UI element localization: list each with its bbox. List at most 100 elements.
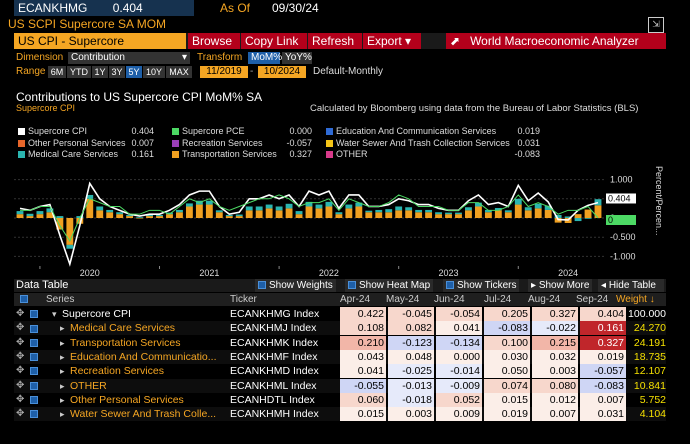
row-checkbox[interactable] — [30, 350, 42, 364]
row-checkbox[interactable] — [30, 379, 42, 393]
drag-handle-icon[interactable]: ✥ — [16, 336, 25, 348]
value-cell[interactable]: 0.100 — [484, 335, 530, 350]
value-cell[interactable]: 0.060 — [340, 392, 386, 407]
hide-table-button[interactable]: ◂ Hide Table — [598, 279, 664, 292]
value-cell[interactable]: -0.057 — [580, 364, 626, 379]
drag-handle-icon[interactable]: ✥ — [16, 365, 25, 377]
value-cell[interactable]: 0.210 — [340, 335, 386, 350]
col-ticker[interactable]: Ticker — [230, 294, 257, 305]
col-weight[interactable]: Weight ↓ — [616, 293, 655, 306]
value-cell[interactable]: 0.074 — [484, 378, 530, 393]
series-name[interactable]: Water Sewer And Trash Colle... — [70, 408, 217, 421]
range-ytd[interactable]: YTD — [67, 66, 91, 78]
row-checkbox[interactable] — [30, 393, 42, 407]
col-jul-24[interactable]: Jul-24 — [484, 294, 512, 305]
legend-item[interactable]: Other Personal Services — [18, 138, 126, 149]
value-cell[interactable]: -0.009 — [436, 378, 482, 393]
legend-item[interactable]: Education And Communication Services — [326, 126, 496, 137]
value-cell[interactable]: -0.022 — [532, 321, 578, 336]
range-3y[interactable]: 3Y — [109, 66, 125, 78]
toolbar-title[interactable]: US CPI - Supercore — [14, 33, 186, 49]
expand-icon[interactable]: ▸ — [60, 366, 65, 377]
value-cell[interactable]: 0.012 — [532, 392, 578, 407]
expand-icon[interactable]: ▸ — [60, 380, 65, 391]
table-row[interactable]: ✥ ▸ Medical Care Services ECANKHMJ Index 0.1… — [14, 321, 666, 336]
col-aug-24[interactable]: Aug-24 — [528, 294, 561, 305]
value-cell[interactable]: 0.015 — [484, 392, 530, 407]
series-name[interactable]: OTHER — [70, 379, 107, 392]
contributions-chart[interactable]: 1.0000.5000-0.500-1.00020202021202220232… — [14, 166, 666, 282]
value-cell[interactable]: 0.327 — [580, 335, 626, 350]
series-name[interactable]: Recreation Services — [70, 365, 164, 378]
row-checkbox[interactable] — [30, 364, 42, 378]
col-series[interactable]: Series — [46, 294, 75, 305]
series-name[interactable]: Medical Care Services — [70, 322, 176, 335]
series-name[interactable]: Other Personal Services — [70, 393, 184, 406]
expand-icon[interactable]: ▸ — [60, 323, 65, 334]
value-cell[interactable]: 0.082 — [388, 321, 434, 336]
legend-item[interactable]: Recreation Services — [172, 138, 263, 149]
value-cell[interactable]: 0.031 — [580, 407, 626, 422]
series-name[interactable]: Transportation Services — [70, 336, 181, 349]
value-cell[interactable]: 0.015 — [340, 407, 386, 422]
value-cell[interactable]: -0.083 — [580, 378, 626, 393]
value-cell[interactable]: 0.019 — [580, 349, 626, 364]
legend-item[interactable]: Transportation Services — [172, 149, 277, 160]
value-cell[interactable]: 0.050 — [484, 364, 530, 379]
range-10y[interactable]: 10Y — [143, 66, 165, 78]
value-cell[interactable]: 0.043 — [340, 349, 386, 364]
value-cell[interactable]: 0.032 — [532, 349, 578, 364]
value-cell[interactable]: 0.007 — [532, 407, 578, 422]
show-heat-map-toggle[interactable]: Show Heat Map — [345, 279, 434, 292]
legend-item[interactable]: Water Sewer And Trash Collection Service… — [326, 138, 510, 149]
show-tickers-toggle[interactable]: Show Tickers — [443, 279, 520, 292]
popout-icon[interactable]: ⇲ — [648, 17, 664, 33]
table-row[interactable]: ✥ ▸ Other Personal Services ECANHDTL Index 0… — [14, 392, 666, 407]
range-max[interactable]: MAX — [166, 66, 192, 78]
value-cell[interactable]: 0.422 — [340, 307, 386, 321]
browse-button[interactable]: Browse — [188, 33, 240, 49]
expand-icon[interactable]: ▾ — [52, 309, 57, 319]
expand-icon[interactable]: ▸ — [60, 409, 65, 420]
value-cell[interactable]: -0.018 — [388, 392, 434, 407]
col-jun-24[interactable]: Jun-24 — [434, 294, 465, 305]
value-cell[interactable]: -0.054 — [436, 307, 482, 321]
table-row[interactable]: ✥ ▸ OTHER ECANKHML Index -0.055 -0.013 -0.009 0… — [14, 378, 666, 393]
table-row[interactable]: ✥ ▸ Education And Communicatio... ECANKHMF … — [14, 349, 666, 364]
end-date-input[interactable]: 10/2024 — [258, 66, 306, 78]
export-button[interactable]: Export ▾ — [363, 33, 421, 49]
series-name[interactable]: Education And Communicatio... — [70, 350, 217, 363]
value-cell[interactable]: 0.327 — [532, 307, 578, 321]
row-checkbox[interactable] — [30, 321, 42, 335]
expand-icon[interactable]: ▸ — [60, 351, 65, 362]
row-checkbox[interactable] — [30, 407, 42, 421]
value-cell[interactable]: 0.052 — [436, 392, 482, 407]
show-more-button[interactable]: ▸ Show More — [528, 279, 593, 292]
value-cell[interactable]: 0.048 — [388, 349, 434, 364]
table-row[interactable]: ✥ ▸ Recreation Services ECANKHMD Index 0.041… — [14, 364, 666, 379]
row-checkbox[interactable] — [30, 307, 42, 321]
drag-handle-icon[interactable]: ✥ — [16, 350, 25, 362]
value-cell[interactable]: -0.123 — [388, 335, 434, 350]
drag-handle-icon[interactable]: ✥ — [16, 408, 25, 420]
col-sep-24[interactable]: Sep-24 — [576, 294, 609, 305]
ticker-box[interactable]: ECANKHMG 0.404 — [14, 0, 194, 16]
value-cell[interactable]: -0.134 — [436, 335, 482, 350]
value-cell[interactable]: -0.014 — [436, 364, 482, 379]
value-cell[interactable]: 0.108 — [340, 321, 386, 336]
value-cell[interactable]: 0.003 — [388, 407, 434, 422]
drag-handle-icon[interactable]: ✥ — [16, 322, 25, 334]
value-cell[interactable]: 0.019 — [484, 407, 530, 422]
drag-handle-icon[interactable]: ✥ — [16, 308, 25, 319]
value-cell[interactable]: 0.000 — [436, 349, 482, 364]
value-cell[interactable]: 0.404 — [580, 307, 626, 321]
value-cell[interactable]: -0.055 — [340, 378, 386, 393]
transform-yoy-button[interactable]: YoY% — [282, 52, 312, 64]
value-cell[interactable]: 0.030 — [484, 349, 530, 364]
expand-icon[interactable]: ▸ — [60, 394, 65, 405]
col-apr-24[interactable]: Apr-24 — [340, 294, 371, 305]
legend-item[interactable]: Supercore CPI — [18, 126, 87, 137]
value-cell[interactable]: 0.003 — [532, 364, 578, 379]
table-row[interactable]: ✥ ▸ Water Sewer And Trash Colle... ECANKHMH… — [14, 407, 666, 422]
value-cell[interactable]: -0.083 — [484, 321, 530, 336]
